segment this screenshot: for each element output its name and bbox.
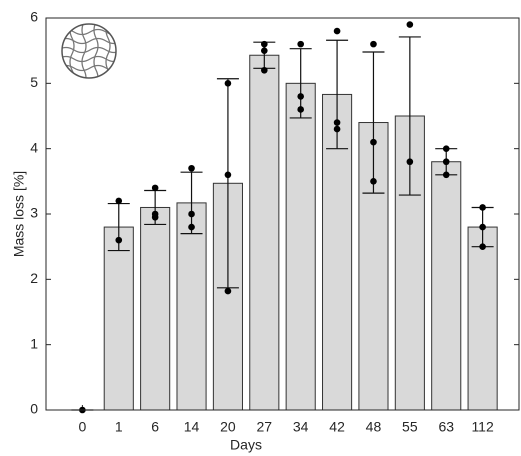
error-bar xyxy=(180,171,203,235)
fabric-icon xyxy=(61,23,117,79)
x-tick-label: 0 xyxy=(78,419,86,435)
y-tick-label: 0 xyxy=(30,401,38,417)
bar xyxy=(103,226,134,411)
bar xyxy=(467,226,498,411)
bar xyxy=(249,54,280,411)
x-axis-label: Days xyxy=(230,437,262,453)
data-point xyxy=(406,158,414,166)
data-point xyxy=(479,243,486,250)
x-tick-label: 34 xyxy=(293,419,309,435)
data-point xyxy=(224,80,232,87)
bar xyxy=(431,161,462,411)
error-bar xyxy=(398,36,421,196)
data-point xyxy=(151,213,159,221)
data-point xyxy=(188,210,195,218)
data-point xyxy=(333,125,341,133)
x-tick-label: 1 xyxy=(115,419,123,435)
data-point xyxy=(479,204,486,211)
y-tick-label: 1 xyxy=(30,335,38,351)
data-point xyxy=(406,21,414,28)
data-point xyxy=(333,27,341,35)
y-tick-label: 2 xyxy=(30,270,38,286)
x-tick-label: 14 xyxy=(184,419,200,435)
data-point xyxy=(224,287,232,295)
data-point xyxy=(370,40,377,48)
y-tick-label: 6 xyxy=(30,9,38,25)
data-point xyxy=(115,197,123,205)
x-tick-label: 6 xyxy=(151,419,159,435)
data-point xyxy=(224,171,232,179)
data-point xyxy=(261,66,268,74)
bar xyxy=(358,122,389,411)
x-tick-label: 63 xyxy=(438,419,454,435)
data-point xyxy=(442,158,450,166)
x-tick-label: 112 xyxy=(471,419,494,435)
data-point xyxy=(442,171,450,179)
axes-box xyxy=(45,17,520,411)
data-point xyxy=(261,47,268,54)
data-point xyxy=(188,164,195,172)
y-axis-label: Mass loss [%] xyxy=(11,171,27,257)
y-tick-label: 5 xyxy=(30,74,38,90)
data-point xyxy=(188,223,195,231)
y-tick-label: 3 xyxy=(30,205,38,221)
data-point xyxy=(297,40,304,48)
x-tick-label: 27 xyxy=(257,419,273,435)
data-point xyxy=(115,236,123,244)
data-point xyxy=(261,40,268,48)
error-bar xyxy=(362,51,385,194)
x-tick-label: 55 xyxy=(402,419,418,435)
x-tick-label: 42 xyxy=(329,419,345,435)
data-point xyxy=(442,145,450,152)
bar xyxy=(285,82,316,411)
data-point xyxy=(370,178,377,185)
data-point xyxy=(151,184,159,192)
data-point xyxy=(297,93,304,100)
bar xyxy=(140,206,171,411)
data-point xyxy=(479,223,486,231)
x-tick-label: 20 xyxy=(220,419,236,435)
data-point xyxy=(370,138,377,146)
y-tick-label: 4 xyxy=(30,139,38,155)
data-point xyxy=(297,106,304,113)
bar xyxy=(176,202,207,411)
data-point xyxy=(333,119,341,126)
x-tick-label: 48 xyxy=(366,419,382,435)
